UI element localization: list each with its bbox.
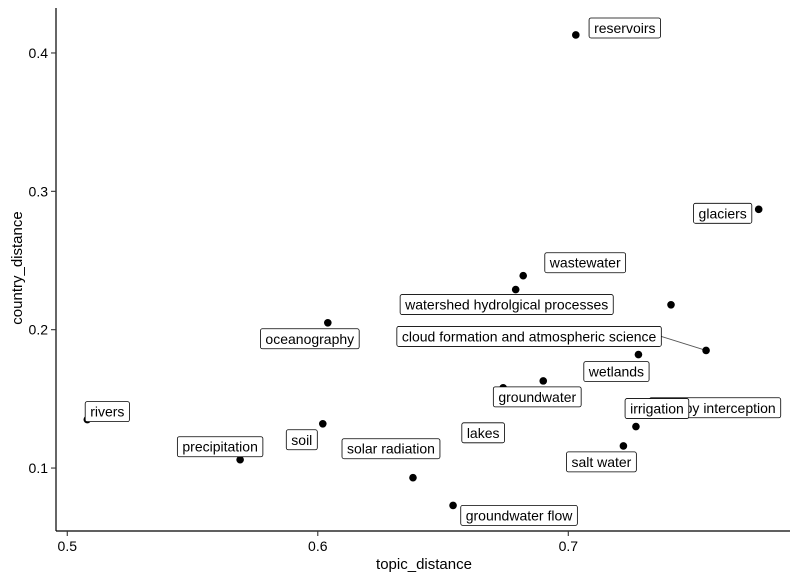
data-point <box>318 419 327 428</box>
label-text: reservoirs <box>594 20 655 36</box>
x-tick-label: 0.7 <box>559 538 579 554</box>
point-label: cloud formation and atmospheric science <box>396 326 662 347</box>
point-label: wastewater <box>544 252 627 274</box>
label-text: lakes <box>467 425 500 441</box>
data-point <box>519 271 528 280</box>
data-point <box>634 350 643 359</box>
label-box <box>566 451 637 473</box>
label-box <box>260 328 360 350</box>
data-point <box>619 442 628 450</box>
point-label: lakes <box>461 422 505 444</box>
x-tick-label: 0.6 <box>308 538 328 554</box>
data-points <box>83 31 763 510</box>
point-label: irrigation <box>624 398 690 419</box>
data-point <box>236 455 244 464</box>
label-box <box>84 401 130 423</box>
label-text: glaciers <box>699 205 747 221</box>
data-point <box>632 422 640 431</box>
data-point <box>409 473 417 482</box>
label-box <box>176 436 264 458</box>
point-label: precipitation <box>176 436 264 458</box>
data-point <box>572 31 580 39</box>
y-tick-label: 0.4 <box>29 45 49 61</box>
label-box <box>461 422 505 444</box>
point-label: rivers <box>84 401 130 423</box>
label-box <box>693 202 753 224</box>
data-point <box>539 377 548 385</box>
point-label: soil <box>285 429 318 451</box>
point-label: watershed hydrolgical processes <box>399 294 614 315</box>
label-text: oceanography <box>265 331 354 347</box>
label-text: solar radiation <box>347 441 435 457</box>
point-label: glaciers <box>693 202 753 224</box>
label-box <box>544 252 627 274</box>
label-text: rivers <box>90 404 124 420</box>
label-text: wetlands <box>588 364 644 380</box>
x-axis-title: topic_distance <box>376 556 472 573</box>
data-point <box>754 205 763 214</box>
label-text: wastewater <box>549 255 621 271</box>
label-box <box>399 294 614 315</box>
data-point <box>702 346 710 355</box>
label-box <box>583 361 650 382</box>
label-leader <box>661 336 707 351</box>
point-label: reservoirs <box>588 17 661 39</box>
label-text: soil <box>291 432 312 448</box>
y-axis-title: country_distance <box>9 211 26 324</box>
y-tick-label: 0.3 <box>29 183 49 199</box>
label-box <box>460 505 578 526</box>
label-box <box>624 398 690 419</box>
point-label: groundwater <box>492 386 582 408</box>
label-text: salt water <box>571 454 631 470</box>
data-point <box>667 300 675 309</box>
label-box <box>396 326 662 347</box>
label-leaders <box>661 336 707 351</box>
y-tick-label: 0.1 <box>29 460 49 476</box>
x-tick-label: 0.5 <box>58 538 78 554</box>
label-box <box>341 438 441 460</box>
label-text: irrigation <box>630 401 684 417</box>
point-label: oceanography <box>260 328 360 350</box>
data-point <box>324 318 332 327</box>
point-label: groundwater flow <box>460 505 578 526</box>
label-box <box>492 386 582 408</box>
point-labels: reservoirs glaciers wastewater watershed hy… <box>84 17 782 526</box>
label-box <box>285 429 318 451</box>
axes: 0.5 0.6 0.7 0.1 0.2 0.3 0.4 <box>29 8 790 554</box>
data-point <box>511 285 520 294</box>
label-text: cloud formation and atmospheric science <box>402 328 657 344</box>
label-text: watershed hydrolgical processes <box>404 297 608 313</box>
data-point <box>449 501 457 510</box>
point-label: wetlands <box>583 361 650 382</box>
label-text: groundwater flow <box>466 507 574 523</box>
label-box <box>588 17 661 39</box>
point-label: solar radiation <box>341 438 441 460</box>
label-text: precipitation <box>182 439 258 455</box>
y-tick-label: 0.2 <box>29 322 49 338</box>
point-label: salt water <box>566 451 637 473</box>
label-text: groundwater <box>498 389 576 405</box>
